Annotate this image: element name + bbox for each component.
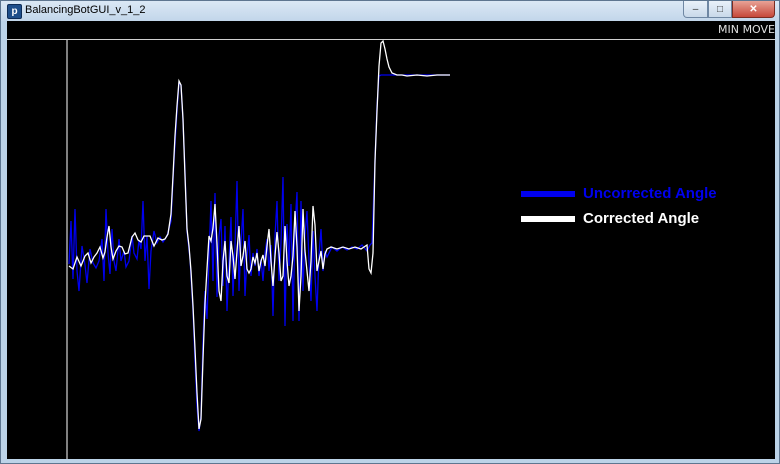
- uncorrected-angle-line: [68, 74, 450, 432]
- window-title: BalancingBotGUI_v_1_2: [25, 4, 146, 16]
- plot-canvas: MIN MOVE Uncorrected Angle Corrected Ang…: [7, 21, 775, 459]
- legend-swatch-uncorrected: [521, 190, 575, 197]
- minimize-button[interactable]: –: [683, 1, 708, 18]
- top-control-bar: MIN MOVE: [7, 21, 775, 40]
- legend-label-corrected: Corrected Angle: [583, 210, 700, 227]
- legend-swatch-corrected: [521, 215, 575, 222]
- legend-label-uncorrected: Uncorrected Angle: [583, 185, 717, 202]
- angle-plot: [66, 39, 450, 459]
- app-icon: p: [7, 4, 22, 19]
- legend-item-uncorrected: Uncorrected Angle: [521, 185, 717, 202]
- maximize-icon: □: [716, 3, 724, 15]
- corrected-angle-line: [68, 39, 450, 430]
- minimize-icon: –: [692, 3, 699, 15]
- window-controls: – □ ✕: [683, 1, 775, 19]
- title-bar[interactable]: p BalancingBotGUI_v_1_2 – □ ✕: [1, 1, 779, 21]
- move-button[interactable]: MOVE: [742, 23, 775, 36]
- close-icon: ✕: [749, 3, 758, 15]
- legend-item-corrected: Corrected Angle: [521, 210, 699, 227]
- close-button[interactable]: ✕: [732, 1, 775, 18]
- maximize-button[interactable]: □: [708, 1, 732, 18]
- min-button[interactable]: MIN: [718, 23, 739, 36]
